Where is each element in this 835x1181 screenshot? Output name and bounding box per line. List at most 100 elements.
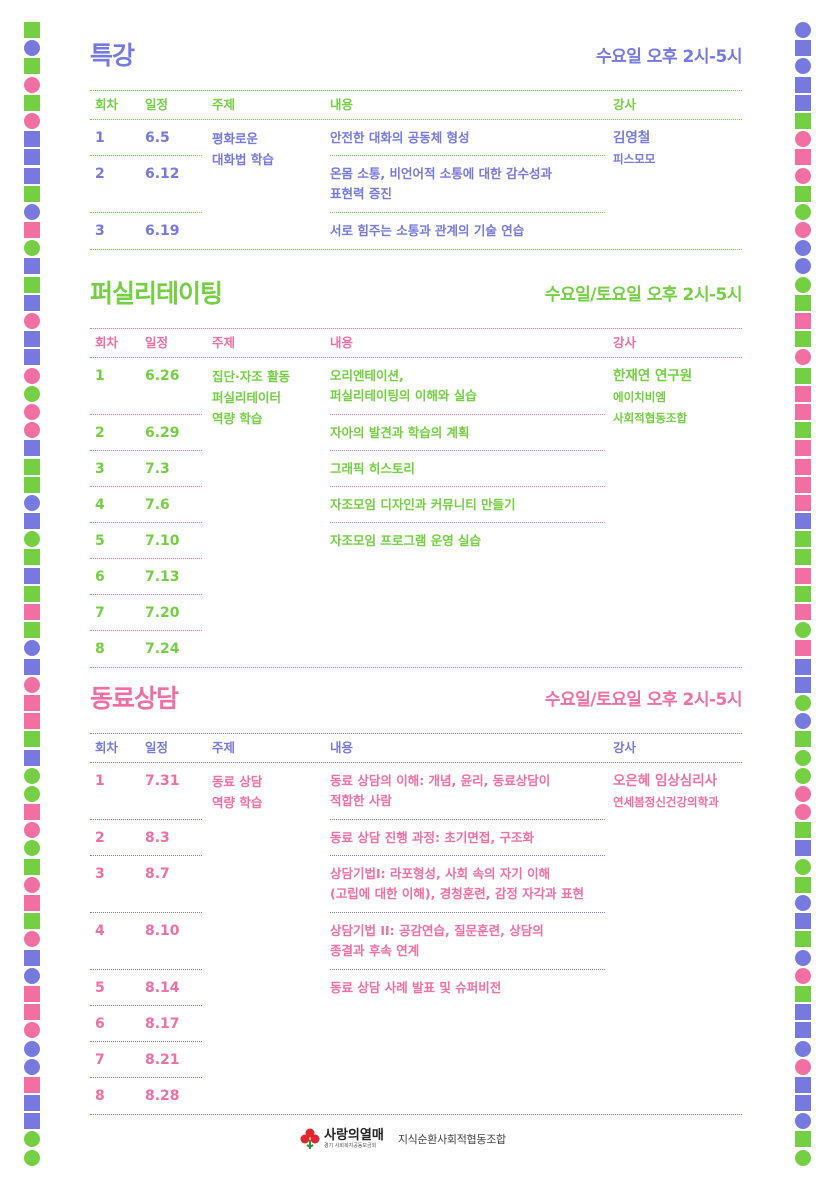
session-date: 7.10 [145, 533, 180, 549]
session-date: 6.26 [145, 368, 180, 384]
circle-shape [24, 203, 40, 220]
circle-shape [795, 22, 811, 38]
circle-shape [795, 967, 811, 984]
instructor-line: 사회적협동조합 [613, 411, 688, 425]
session-date: 8.28 [145, 1088, 180, 1104]
circle-shape [24, 822, 40, 839]
square-shape [795, 76, 811, 93]
circle-shape [24, 1149, 40, 1166]
content-line: 자조모임 프로그램 운영 실습 [330, 533, 482, 548]
session-topic: 동료 상담 역량 학습 [212, 771, 262, 813]
instructor-line: 연세봄정신건강의학과 [613, 795, 719, 809]
circle-shape [24, 785, 40, 802]
session-content: 서로 힘주는 소통과 관계의 기술 연습 [330, 221, 524, 241]
square-shape [795, 112, 811, 129]
session-date: 8.21 [145, 1052, 180, 1068]
schedule-table: 1 6.26 오리엔테이션, 퍼실리테이팅의 이해와 실습 2 6.29 자아의 … [90, 358, 742, 667]
column-header-content: 내용 [330, 97, 354, 112]
square-shape [24, 694, 40, 711]
row-divider [90, 855, 202, 856]
session-content: 상담기법I: 라포형성, 사회 속의 자기 이해 (고립에 대한 이해), 경청훈… [330, 864, 584, 904]
divider [90, 733, 742, 734]
session-date: 7.20 [145, 605, 180, 621]
column-header-topic: 주제 [212, 335, 236, 350]
column-headers: 회차 일정 주제 내용 강사 [90, 734, 742, 762]
session-number: 7 [95, 1052, 105, 1068]
divider [90, 357, 742, 358]
content-line: 상담기법 II: 공감연습, 질문훈련, 상담의 [330, 923, 544, 938]
session-date: 6.29 [145, 425, 180, 441]
divider [90, 90, 742, 91]
circle-shape [795, 1113, 811, 1130]
square-shape [24, 749, 40, 766]
section-title: 특강 [90, 41, 135, 70]
square-shape [24, 913, 40, 930]
square-shape [24, 1076, 40, 1093]
table-row: 1 6.5 안전한 대화의 공동체 형성 [90, 120, 742, 156]
column-header-topic: 주제 [212, 97, 236, 112]
session-number: 3 [95, 866, 105, 882]
instructor: 김영철 피스모모 [613, 128, 655, 170]
square-shape [24, 1113, 40, 1130]
square-shape [795, 604, 811, 620]
session-date: 7.3 [145, 461, 170, 477]
instructor-line: 에이치비엠 [613, 390, 666, 404]
topic-line: 동료 상담 [212, 774, 263, 789]
square-shape [795, 876, 811, 893]
square-shape [795, 476, 811, 493]
schedule-table: 1 6.5 안전한 대화의 공동체 형성 2 6.12 온몸 소통, 비언어적 … [90, 120, 742, 249]
circle-shape [795, 203, 811, 220]
table-row: 2 6.12 온몸 소통, 비언어적 소통에 대한 감수성과 표현력 증진 [90, 156, 742, 213]
session-number: 8 [95, 641, 105, 657]
square-shape [24, 440, 40, 457]
column-header-date: 일정 [145, 97, 169, 112]
column-header-content: 내용 [330, 335, 354, 350]
square-shape [24, 513, 40, 530]
column-headers: 회차 일정 주제 내용 강사 [90, 329, 742, 357]
row-divider [330, 969, 605, 970]
circle-shape [24, 385, 40, 402]
circle-shape [795, 167, 811, 184]
table-row: 8 7.24 [90, 631, 742, 667]
column-header-topic: 주제 [212, 740, 236, 755]
row-divider [90, 630, 202, 631]
square-shape [24, 476, 40, 493]
column-header-instructor: 강사 [613, 97, 637, 112]
content-line: 동료 상담 사례 발표 및 슈퍼비전 [330, 980, 502, 995]
session-number: 6 [95, 1016, 105, 1032]
circle-shape [795, 1040, 811, 1057]
square-shape [795, 440, 811, 457]
circle-shape [795, 1149, 811, 1166]
square-shape [24, 731, 40, 748]
circle-shape [795, 749, 811, 766]
circle-shape [795, 858, 811, 875]
circle-shape [795, 258, 811, 275]
square-shape [24, 458, 40, 475]
column-header-content: 내용 [330, 740, 354, 755]
column-header-date: 일정 [145, 335, 169, 350]
content-line: 상담기법I: 라포형성, 사회 속의 자기 이해 [330, 866, 551, 881]
circle-shape [24, 1058, 40, 1075]
row-divider [330, 450, 605, 451]
row-divider [90, 558, 202, 559]
session-date: 6.5 [145, 130, 170, 146]
circle-shape [24, 967, 40, 984]
circle-shape [795, 767, 811, 784]
section-schedule: 수요일/토요일 오후 2시-5시 [544, 285, 743, 305]
session-topic: 집단·자조 활동 퍼실리테이터 역량 학습 [212, 366, 290, 429]
section-header: 퍼실리테이팅 수요일/토요일 오후 2시-5시 [90, 276, 743, 312]
session-date: 8.7 [145, 866, 170, 882]
square-shape [24, 349, 40, 366]
session-date: 8.17 [145, 1016, 180, 1032]
section-schedule: 수요일/토요일 오후 2시-5시 [544, 690, 743, 710]
love-fruit-logo: 사랑의열매 경기 사회복지공동모금회 [300, 1128, 384, 1150]
row-divider [90, 594, 202, 595]
square-shape [795, 931, 811, 948]
square-shape [795, 458, 811, 475]
square-shape [24, 604, 40, 620]
session-content: 자조모임 프로그램 운영 실습 [330, 531, 481, 551]
section-title: 동료상담 [90, 684, 179, 713]
circle-shape [795, 694, 811, 711]
table-row: 6 7.13 [90, 559, 742, 595]
square-shape [24, 549, 40, 566]
